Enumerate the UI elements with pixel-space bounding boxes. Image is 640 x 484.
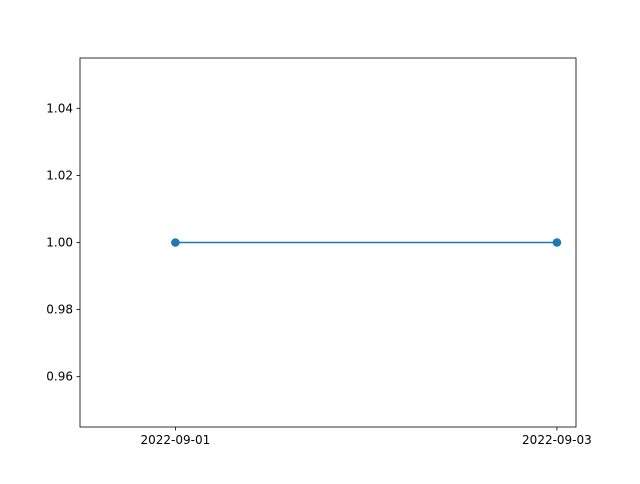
y-tick-label: 1.00	[46, 236, 73, 250]
x-tick-label: 2022-09-03	[522, 433, 592, 447]
data-point	[552, 238, 562, 247]
tick-layer: 0.96 0.98 1.00 1.02 1.04 2022-09-01 2022-09-03	[46, 101, 592, 447]
y-tick-label: 0.98	[46, 303, 73, 317]
data-point	[171, 238, 180, 247]
y-tick-label: 1.04	[46, 101, 73, 115]
y-tick-label: 0.96	[46, 370, 73, 384]
y-tick-label: 1.02	[46, 168, 73, 182]
axes-frame	[79, 57, 577, 428]
x-tick-label: 2022-09-01	[141, 433, 211, 447]
plot-layer	[171, 238, 562, 247]
